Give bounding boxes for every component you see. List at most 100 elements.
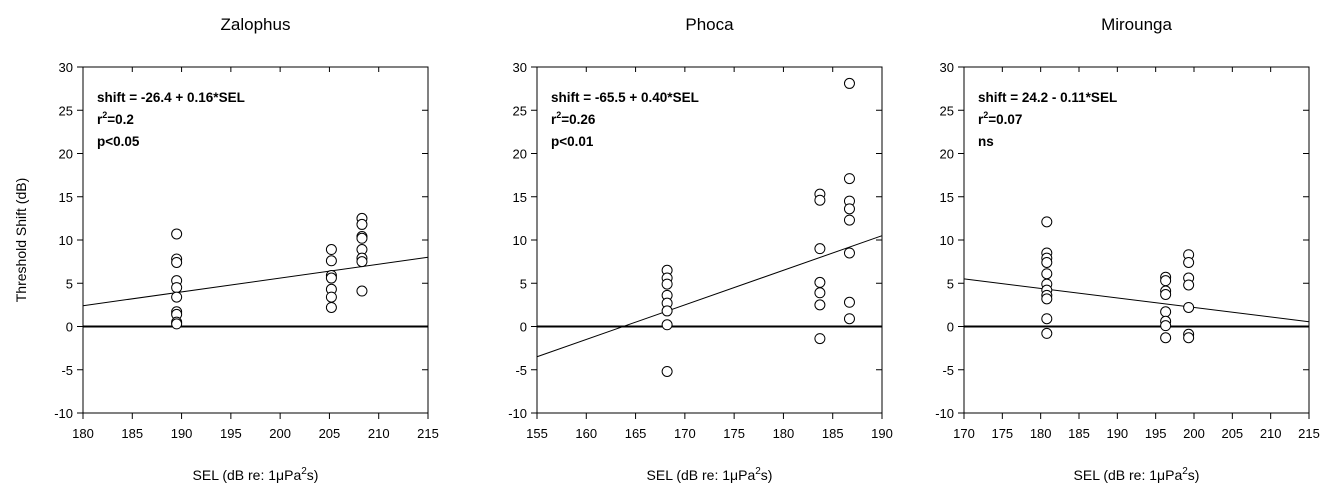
x-axis-label-part: s) (1188, 467, 1200, 483)
x-tick-label: 185 (121, 426, 143, 441)
x-tick-label: 190 (1106, 426, 1128, 441)
y-tick-label: 30 (940, 60, 954, 75)
chart-panel-1: Zalophus -10 -5 0 5 10 15 20 25 30 180 185 190 195 200… (13, 15, 439, 483)
data-point (1041, 268, 1053, 280)
y-tick-label: 10 (59, 233, 73, 248)
regression-equation: shift = -26.4 + 0.16*SEL (97, 90, 245, 105)
y-tick-label: 0 (947, 320, 954, 335)
chart-title: Zalophus (221, 15, 291, 34)
regression-equation: shift = 24.2 - 0.11*SEL (978, 90, 1117, 105)
x-tick-label: 185 (822, 426, 844, 441)
data-point (814, 299, 826, 311)
y-tick-label: -10 (935, 406, 954, 421)
y-tick-label: 20 (513, 147, 527, 162)
chart-panel-2: Phoca -10 -5 0 5 10 15 20 25 30 155 160 165 170 175 180… (508, 15, 893, 483)
data-point (814, 333, 826, 345)
x-tick-label: 160 (575, 426, 597, 441)
regression-line (536, 235, 883, 358)
p-value-label: ns (978, 134, 994, 149)
x-tick-label: 200 (1183, 426, 1205, 441)
y-tick-label: 10 (513, 233, 527, 248)
regression-line (82, 256, 429, 307)
p-value-label: p<0.05 (97, 134, 140, 149)
y-tick-label: 15 (513, 190, 527, 205)
data-point (1160, 332, 1172, 344)
data-point (661, 278, 673, 290)
p-value-label: p<0.01 (551, 134, 594, 149)
y-tick-label: 20 (940, 147, 954, 162)
data-point (356, 232, 368, 244)
x-tick-label: 200 (269, 426, 291, 441)
x-axis-label-part: s) (307, 467, 319, 483)
x-axis-label: SEL (dB re: 1μPa2s) (1074, 466, 1200, 483)
x-tick-label: 175 (723, 426, 745, 441)
data-point (356, 285, 368, 297)
data-point (1041, 293, 1053, 305)
y-tick-label: -10 (508, 406, 527, 421)
y-tick-label: -5 (515, 363, 527, 378)
chart-panel-3: Mirounga -10 -5 0 5 10 15 20 25 30 170 175 180 185 190… (935, 15, 1320, 483)
y-axis-label: Threshold Shift (dB) (13, 178, 29, 303)
r-squared-label: r2=0.2 (97, 110, 134, 127)
data-point (1183, 332, 1195, 344)
data-point (171, 291, 183, 303)
x-tick-label: 215 (417, 426, 439, 441)
x-tick-label: 195 (1145, 426, 1167, 441)
r-squared-superscript: 2 (102, 110, 107, 120)
data-point (1041, 216, 1053, 228)
y-tick-label: 30 (513, 60, 527, 75)
y-tick-label: 30 (59, 60, 73, 75)
x-tick-label: 170 (953, 426, 975, 441)
data-point (843, 77, 855, 89)
data-point (843, 296, 855, 308)
data-point (325, 255, 337, 267)
data-point (1041, 313, 1053, 325)
x-tick-label: 205 (319, 426, 341, 441)
r-symbol: r (551, 112, 557, 127)
r-squared-value: =0.2 (107, 112, 134, 127)
r-symbol: r (978, 112, 984, 127)
data-point (325, 291, 337, 303)
x-axis-label-part: SEL (dB re: 1μPa (1074, 467, 1183, 483)
x-tick-label: 210 (368, 426, 390, 441)
data-point (814, 276, 826, 288)
y-tick-label: 5 (947, 276, 954, 291)
data-point (843, 313, 855, 325)
data-point (325, 301, 337, 313)
x-tick-label: 165 (625, 426, 647, 441)
y-tick-label: 20 (59, 147, 73, 162)
data-point (843, 203, 855, 215)
data-point (814, 194, 826, 206)
x-axis-label-part: 2 (755, 466, 761, 477)
data-point (843, 214, 855, 226)
r-squared-label: r2=0.07 (978, 110, 1022, 127)
r-squared-superscript: 2 (983, 110, 988, 120)
y-tick-label: 15 (59, 190, 73, 205)
data-point (814, 287, 826, 299)
x-axis-label-part: SEL (dB re: 1μPa (647, 467, 756, 483)
y-tick-label: -5 (61, 363, 73, 378)
x-tick-label: 175 (991, 426, 1013, 441)
r-squared-superscript: 2 (556, 110, 561, 120)
x-axis-label: SEL (dB re: 1μPa2s) (647, 466, 773, 483)
data-point (843, 173, 855, 185)
y-tick-label: 0 (520, 320, 527, 335)
x-tick-label: 195 (220, 426, 242, 441)
data-point (661, 305, 673, 317)
data-point (1041, 327, 1053, 339)
y-tick-label: 15 (940, 190, 954, 205)
y-tick-label: 0 (66, 320, 73, 335)
data-point (356, 256, 368, 268)
data-point (325, 272, 337, 284)
data-point (171, 282, 183, 294)
x-axis-label-part: 2 (1182, 466, 1188, 477)
data-point (171, 256, 183, 268)
y-tick-label: 25 (940, 103, 954, 118)
data-point (1183, 256, 1195, 268)
x-tick-label: 190 (171, 426, 193, 441)
data-point (1183, 279, 1195, 291)
chart-title: Phoca (685, 15, 734, 34)
r-symbol: r (97, 112, 103, 127)
y-tick-label: 5 (520, 276, 527, 291)
